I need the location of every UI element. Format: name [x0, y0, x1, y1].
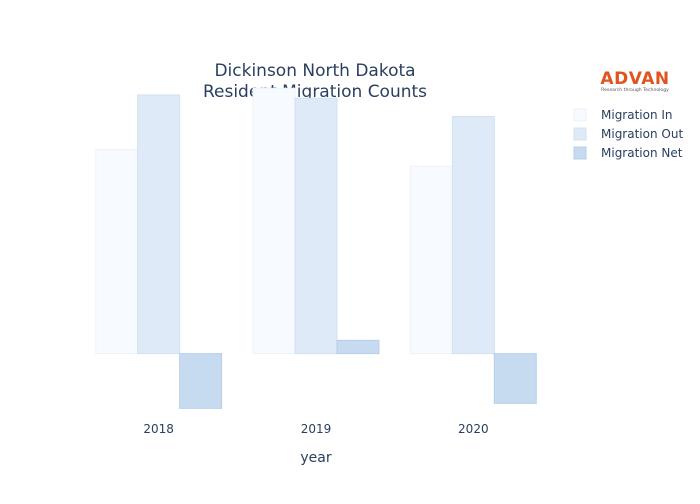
bar-migration-in-2018[interactable] [95, 149, 139, 355]
bar-migration-net-2018[interactable] [179, 353, 223, 409]
bar-migration-in-2019[interactable] [252, 87, 296, 355]
x-tick-labels: 2018 2019 2020 [143, 422, 488, 436]
legend-label: Migration Out [601, 127, 683, 141]
bar-migration-net-2020[interactable] [493, 353, 537, 404]
bar-migration-out-2020[interactable] [451, 115, 495, 355]
bar-migration-in-2020[interactable] [409, 165, 453, 355]
advan-logo: ADVAN Research through Technology [600, 69, 669, 93]
chart-title-line-1: Dickinson North Dakota [214, 61, 415, 81]
bar-migration-out-2018[interactable] [137, 94, 181, 355]
legend-label: Migration In [601, 108, 673, 122]
x-axis-label: year [300, 450, 331, 466]
bars-layer [95, 87, 537, 409]
logo-tagline: Research through Technology [601, 87, 669, 93]
legend-item-migration-net[interactable]: Migration Net [573, 146, 683, 160]
bar-migration-out-2019[interactable] [294, 97, 338, 355]
logo-wordmark: ADVAN [600, 69, 669, 89]
legend-swatch [573, 108, 587, 122]
x-tick-label-2018: 2018 [143, 422, 174, 436]
x-tick-label-2020: 2020 [458, 422, 489, 436]
legend-label: Migration Net [601, 146, 683, 160]
legend-swatch [573, 127, 587, 141]
legend-item-migration-out[interactable]: Migration Out [573, 127, 683, 141]
legend-item-migration-in[interactable]: Migration In [573, 108, 673, 122]
x-tick-label-2019: 2019 [301, 422, 332, 436]
legend: Migration In Migration Out Migration Net [573, 108, 683, 160]
legend-swatch [573, 146, 587, 160]
bar-migration-net-2019[interactable] [336, 339, 380, 355]
